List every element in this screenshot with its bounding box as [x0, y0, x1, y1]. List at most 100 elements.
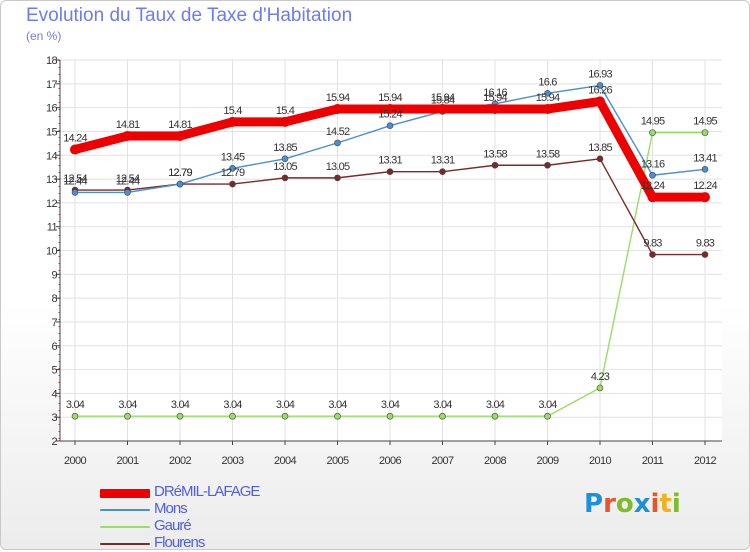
- data-label: 14.52: [326, 126, 350, 138]
- data-label: 14.81: [116, 119, 140, 131]
- data-point: [70, 144, 80, 155]
- data-label: 12.24: [693, 180, 717, 192]
- data-label: 15.4: [223, 105, 242, 117]
- data-label: 15.94: [431, 92, 455, 104]
- data-point: [229, 180, 236, 188]
- brand-letter: t: [659, 489, 672, 519]
- data-point: [176, 180, 184, 188]
- data-label: 14.95: [641, 116, 665, 128]
- data-point: [700, 192, 710, 203]
- brand-letter: o: [615, 489, 634, 519]
- brand-letter: x: [633, 489, 651, 519]
- data-label: 3.04: [66, 399, 85, 411]
- data-label: 3.04: [223, 399, 242, 411]
- data-label: 12.79: [168, 167, 192, 179]
- data-label: 13.58: [483, 148, 507, 160]
- data-label: 15.24: [378, 109, 402, 121]
- data-label: 13.85: [273, 142, 297, 154]
- x-tick-label: 2005: [326, 455, 349, 467]
- data-label: 3.04: [118, 399, 137, 411]
- chart-subtitle: (en %): [26, 29, 62, 43]
- data-point: [176, 412, 184, 420]
- data-point: [491, 412, 499, 420]
- data-label: 12.44: [116, 175, 140, 187]
- brand-letter: r: [603, 489, 616, 519]
- data-label: 12.54: [63, 173, 87, 185]
- data-point: [334, 412, 341, 420]
- data-point: [386, 122, 394, 130]
- data-point: [334, 174, 341, 182]
- y-tick-label: 4: [51, 388, 57, 400]
- data-label: 16.16: [483, 87, 507, 99]
- data-point: [280, 116, 290, 127]
- brand-letter: i: [671, 489, 681, 519]
- data-label: 3.04: [433, 399, 452, 411]
- data-label: 16.26: [588, 84, 612, 96]
- data-point: [386, 168, 394, 175]
- y-tick-label: 2: [51, 436, 57, 448]
- data-label: 15.4: [276, 105, 295, 117]
- data-point: [439, 412, 446, 420]
- data-point: [281, 412, 289, 420]
- x-tick-label: 2001: [116, 455, 139, 467]
- data-label: 13.05: [326, 161, 350, 173]
- data-label: 9.83: [643, 238, 662, 250]
- data-label: 12.24: [641, 180, 665, 192]
- x-tick-label: 2008: [484, 455, 507, 467]
- data-point: [647, 192, 658, 203]
- x-tick-label: 2006: [379, 455, 402, 467]
- x-tick-label: 2010: [589, 455, 612, 467]
- data-label: 15.94: [378, 92, 402, 104]
- data-label: 12.54: [116, 173, 140, 185]
- legend-label: Gauré: [154, 517, 192, 534]
- data-label: 9.83: [696, 238, 715, 250]
- data-point: [386, 412, 394, 420]
- data-point: [701, 251, 709, 258]
- data-point: [332, 104, 343, 115]
- x-tick-label: 2007: [431, 455, 454, 467]
- data-point: [227, 116, 238, 127]
- legend-swatch: [100, 488, 150, 498]
- y-tick-label: 8: [51, 293, 57, 305]
- data-point: [490, 104, 500, 115]
- data-label: 3.04: [486, 399, 505, 411]
- data-point: [71, 189, 79, 196]
- data-point: [281, 174, 289, 182]
- data-label: 13.05: [273, 161, 297, 173]
- data-point: [124, 412, 131, 420]
- data-label: 13.31: [378, 155, 402, 167]
- y-tick-label: 7: [51, 317, 57, 329]
- data-label: 3.04: [538, 399, 557, 411]
- data-point: [542, 104, 553, 115]
- data-label: 12.44: [63, 175, 87, 187]
- data-label: 3.04: [276, 399, 295, 411]
- legend-swatch: [100, 509, 150, 511]
- y-tick-label: 9: [51, 269, 57, 281]
- data-point: [701, 165, 709, 173]
- brand-letter: P: [584, 489, 604, 519]
- data-label: 13.41: [693, 152, 717, 164]
- data-label: 12.79: [168, 167, 192, 179]
- x-tick-label: 2011: [642, 455, 664, 467]
- y-tick-label: 14: [46, 150, 58, 162]
- y-tick-label: 3: [51, 412, 57, 424]
- data-point: [334, 139, 341, 147]
- data-label: 3.04: [171, 399, 190, 411]
- data-label: 15.94: [536, 92, 560, 104]
- y-tick-label: 12: [46, 198, 58, 210]
- data-point: [544, 161, 551, 169]
- data-point: [596, 82, 604, 89]
- data-label: 15.94: [483, 92, 507, 104]
- data-point: [439, 168, 446, 175]
- y-tick-label: 15: [46, 126, 58, 138]
- data-point: [124, 189, 131, 196]
- data-label: 16.6: [538, 76, 557, 88]
- data-point: [649, 171, 656, 179]
- data-label: 15.84: [431, 94, 455, 106]
- data-label: 15.94: [326, 92, 350, 104]
- legend-swatch: [100, 543, 150, 545]
- data-label: 13.58: [536, 148, 560, 160]
- data-label: 3.04: [381, 399, 400, 411]
- data-point: [71, 412, 79, 420]
